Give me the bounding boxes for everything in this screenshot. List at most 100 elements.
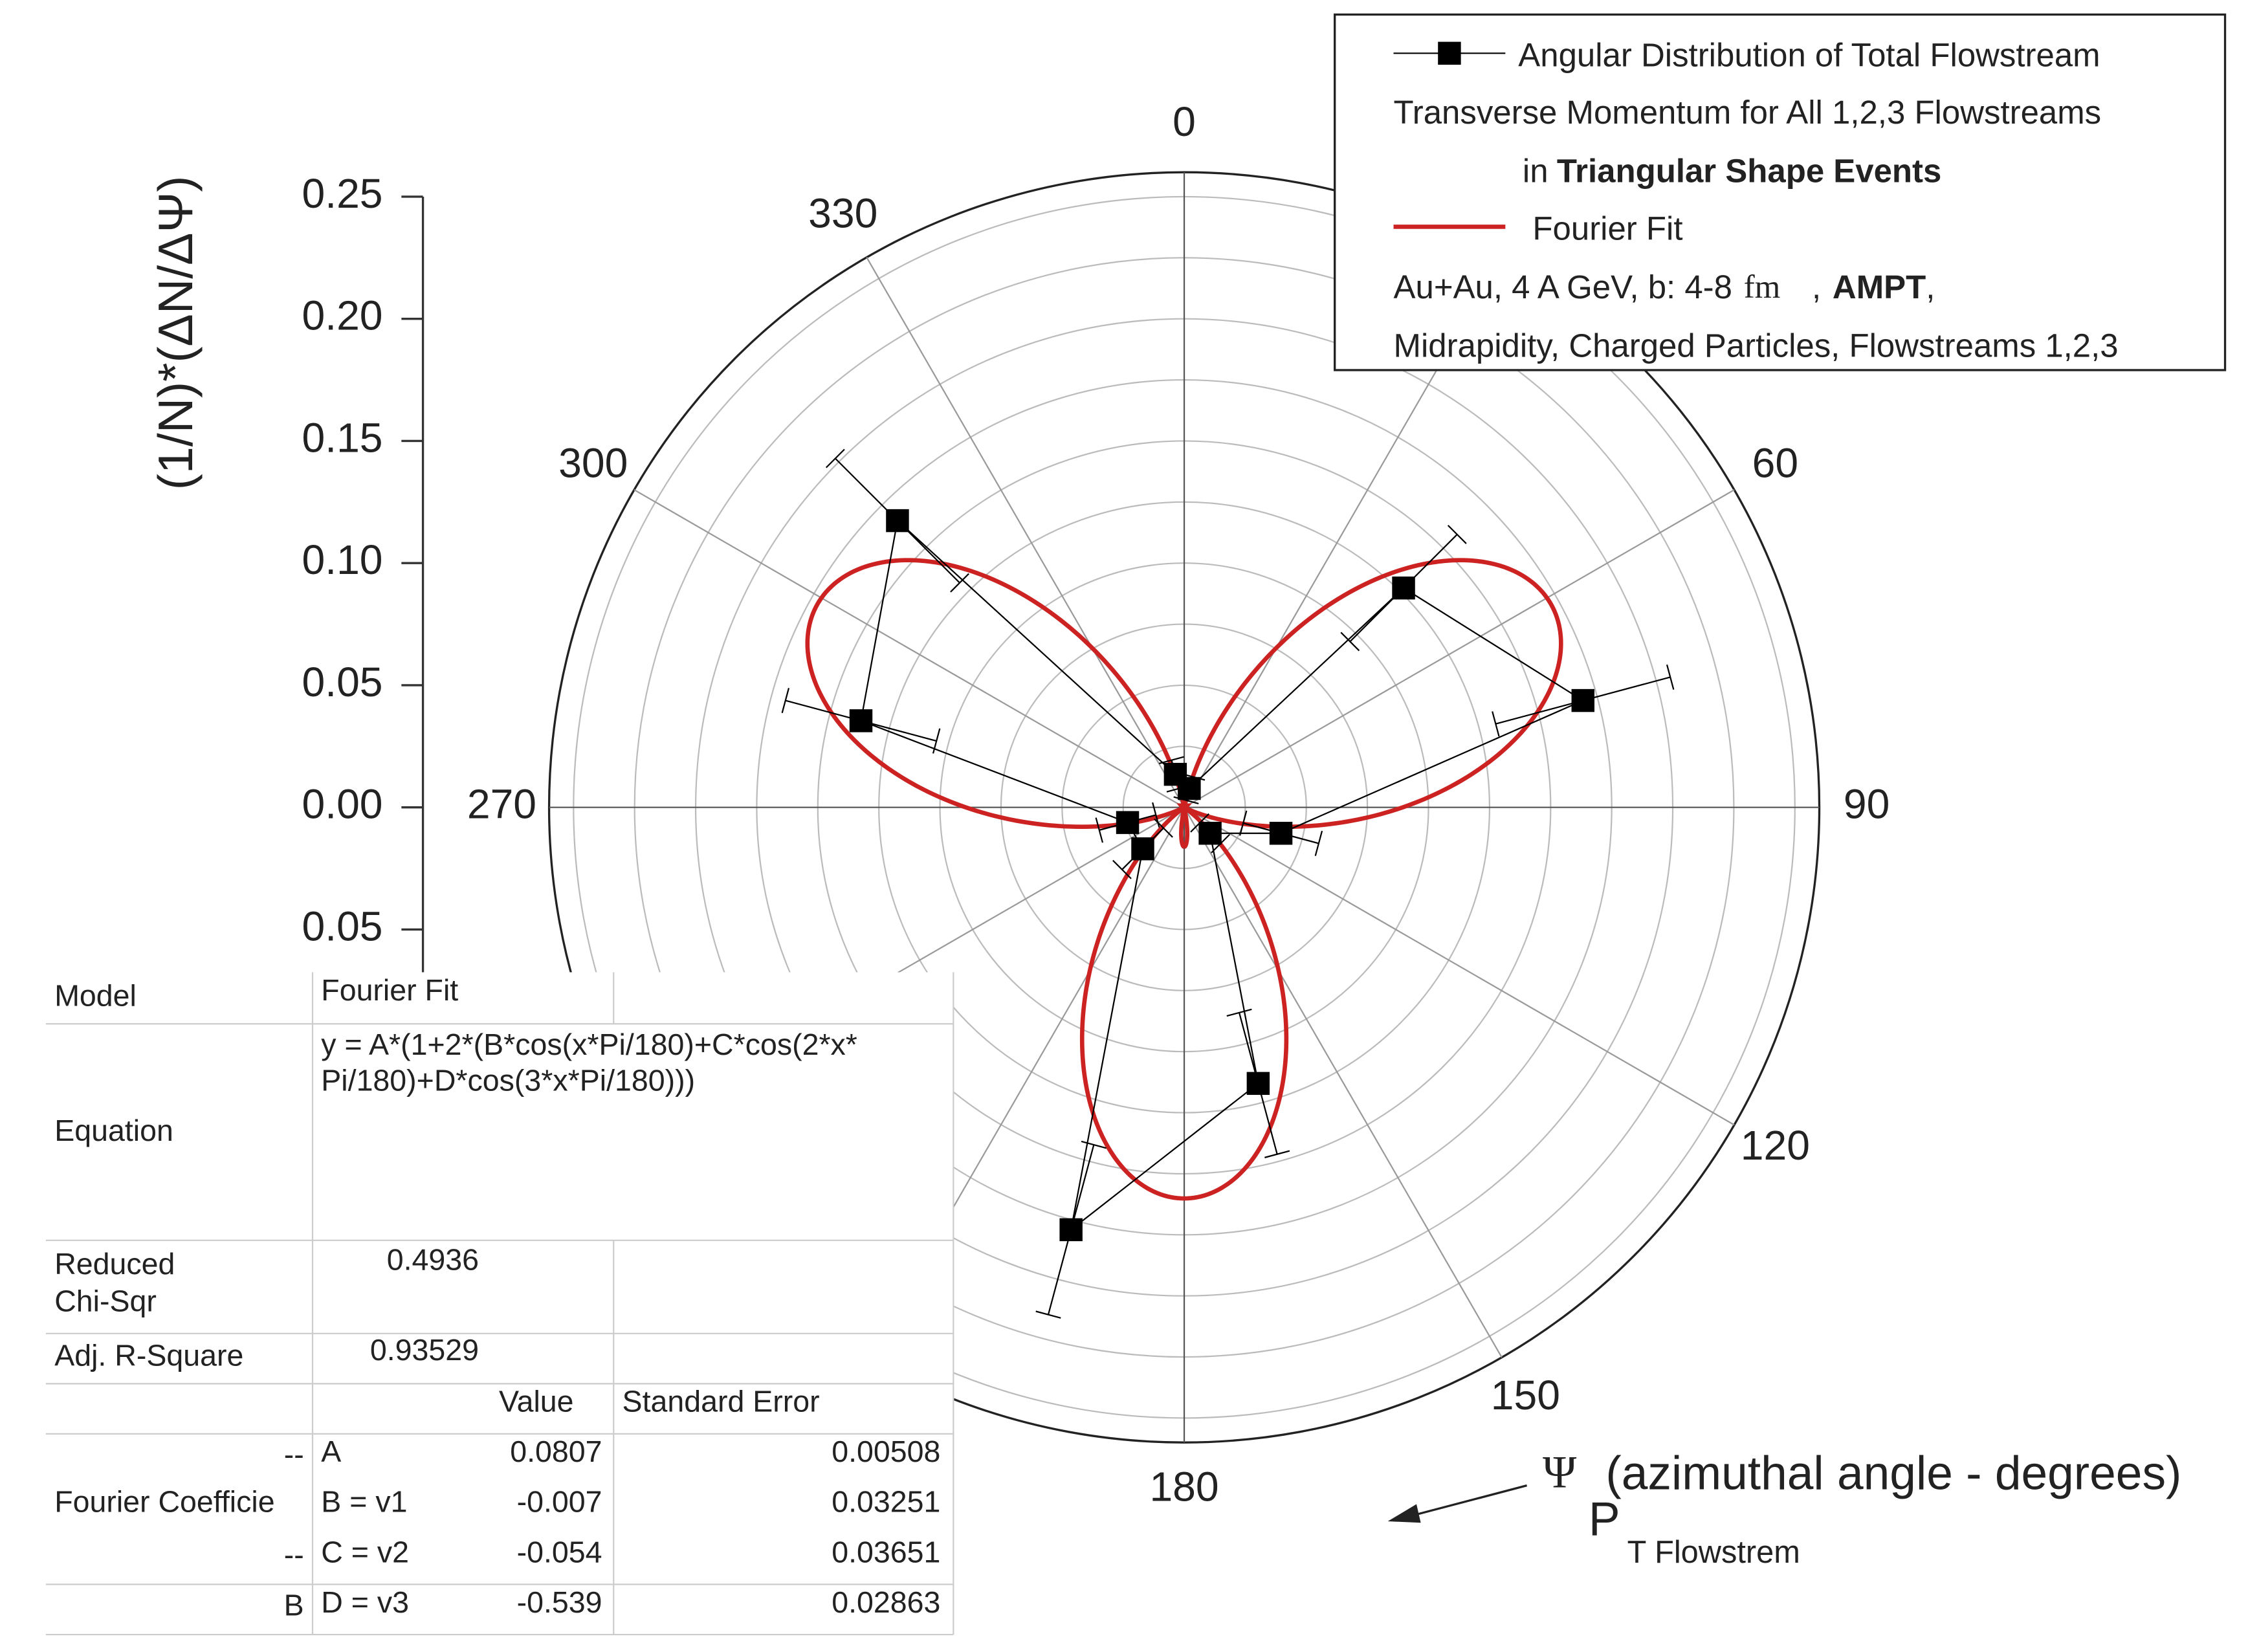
table-cell: Equation [54, 1114, 173, 1147]
y-tick-label: 0.05 [302, 659, 382, 705]
fit-curve [805, 558, 1563, 1201]
table-cell: B = v1 [321, 1485, 407, 1519]
note-part: AMPT [1833, 269, 1926, 305]
table-cell: -0.539 [517, 1585, 602, 1619]
table-cell: -0.007 [517, 1485, 602, 1519]
legend: Angular Distribution of Total Flowstream… [1334, 13, 2227, 371]
note-part: , [1926, 269, 1935, 305]
axis-sub-symbol: P [1589, 1493, 1620, 1546]
error-cap [1340, 632, 1360, 652]
angle-tick-label: 120 [1741, 1122, 1810, 1169]
table-cell: 0.4936 [387, 1242, 479, 1276]
arrow-head [1387, 1504, 1421, 1523]
fit-table: Model Fourier Fit Equation y = A*(1+2*(B*co… [45, 972, 954, 1636]
marker [1131, 837, 1154, 861]
table-cell: 0.03651 [832, 1535, 940, 1569]
table-cell: -- [284, 1438, 304, 1471]
table-cell: 0.00508 [832, 1435, 940, 1468]
angle-tick-label: 300 [558, 439, 628, 486]
marker [1269, 822, 1293, 845]
note-part: fm [1744, 269, 1781, 305]
table-cell: B [284, 1588, 304, 1622]
error-cap [781, 688, 790, 714]
table-cell: Reduced [54, 1247, 175, 1281]
angle-tick-label: 180 [1149, 1463, 1218, 1510]
legend-text: in Triangular Shape Events [1523, 153, 1941, 190]
angle-tick-label: 270 [467, 781, 536, 828]
marker [886, 509, 909, 533]
axis-subscript: T Flowstrem [1627, 1535, 1800, 1570]
y-axis-label: (1/N)*(ΔN/ΔΨ) [148, 176, 203, 490]
note-part: Au+Au, 4 A GeV, b: 4-8 [1394, 269, 1732, 305]
y-tick-label: 0.00 [302, 781, 382, 828]
table-cell: 0.93529 [370, 1333, 479, 1367]
error-cap [1166, 784, 1192, 793]
table-cell: Pi/180)+D*cos(3*x*Pi/180))) [321, 1063, 695, 1097]
spoke [1184, 489, 1735, 808]
table-cell: D = v3 [321, 1585, 409, 1619]
marker [1392, 576, 1415, 600]
table-cell: -0.054 [517, 1535, 602, 1569]
table-cell: Value [499, 1385, 574, 1418]
y-tick-label: 0.20 [302, 292, 382, 339]
table-cell: Adj. R-Square [54, 1339, 243, 1372]
table-cell: C = v2 [321, 1535, 409, 1569]
spoke [634, 489, 1185, 808]
marker [1163, 762, 1187, 786]
legend-box [1334, 13, 2227, 371]
table-cell: y = A*(1+2*(B*cos(x*Pi/180)+C*cos(2*x* [321, 1028, 857, 1061]
error-cap [1173, 796, 1199, 804]
error-cap [1492, 711, 1500, 737]
table-cell: Chi-Sqr [54, 1284, 157, 1318]
axis-text: (azimuthal angle - degrees) [1605, 1448, 2181, 1500]
y-tick-label: 0.25 [302, 170, 382, 217]
table-cell: Model [54, 979, 137, 1013]
marker [1116, 811, 1140, 834]
y-tick-label: 0.10 [302, 536, 382, 583]
legend-text: Transverse Momentum for All 1,2,3 Flowst… [1394, 94, 2102, 131]
error-cap [1152, 802, 1160, 828]
angle-tick-label: 0 [1173, 98, 1196, 145]
table-cell: -- [284, 1538, 304, 1572]
legend-text: Fourier Fit [1532, 210, 1682, 247]
error-cap [950, 573, 969, 593]
legend-text: Angular Distribution of Total Flowstream [1518, 36, 2100, 73]
angle-tick-label: 330 [808, 190, 877, 236]
axis-symbol: Ψ [1543, 1448, 1577, 1498]
legend-note: Midrapidity, Charged Particles, Flowstre… [1394, 327, 2119, 364]
spoke [866, 257, 1185, 808]
error-cap [1239, 810, 1248, 836]
table-cell: A [321, 1435, 341, 1468]
note-part: Midrapidity, Charged Particles, Flowstre… [1394, 327, 2119, 364]
table-cell: 0.03251 [832, 1485, 940, 1519]
legend-text-bold: Triangular Shape Events [1557, 153, 1941, 190]
spoke [1184, 807, 1503, 1358]
error-cap [1264, 1150, 1290, 1158]
data-line [860, 519, 1585, 1232]
marker [1059, 1218, 1083, 1242]
table-cell: 0.0807 [510, 1435, 602, 1468]
error-cap [825, 448, 845, 468]
error-cap [932, 728, 941, 754]
error-cap [1095, 817, 1104, 843]
x-axis-label: Ψ (azimuthal angle - degrees) P T Flowst… [1387, 1448, 2181, 1570]
legend-note: Au+Au, 4 A GeV, b: 4-8 fm, AMPT, [1394, 269, 1935, 305]
legend-text-part: in [1523, 153, 1548, 190]
angle-tick-label: 60 [1752, 439, 1798, 486]
marker [849, 709, 873, 732]
y-tick-label: 0.15 [302, 414, 382, 461]
table-cell: Fourier Fit [321, 973, 458, 1007]
error-cap [1447, 525, 1467, 544]
error-cap [1314, 830, 1323, 856]
error-cap [1112, 859, 1132, 879]
arrow-line [1411, 1484, 1527, 1517]
marker [1571, 688, 1595, 712]
spoke [1184, 806, 1735, 1126]
note-part: , [1812, 269, 1821, 305]
table-cell: Standard Error [623, 1385, 820, 1418]
marker [1246, 1072, 1270, 1096]
table-bg [45, 972, 954, 1635]
error-cap [1081, 1140, 1107, 1149]
